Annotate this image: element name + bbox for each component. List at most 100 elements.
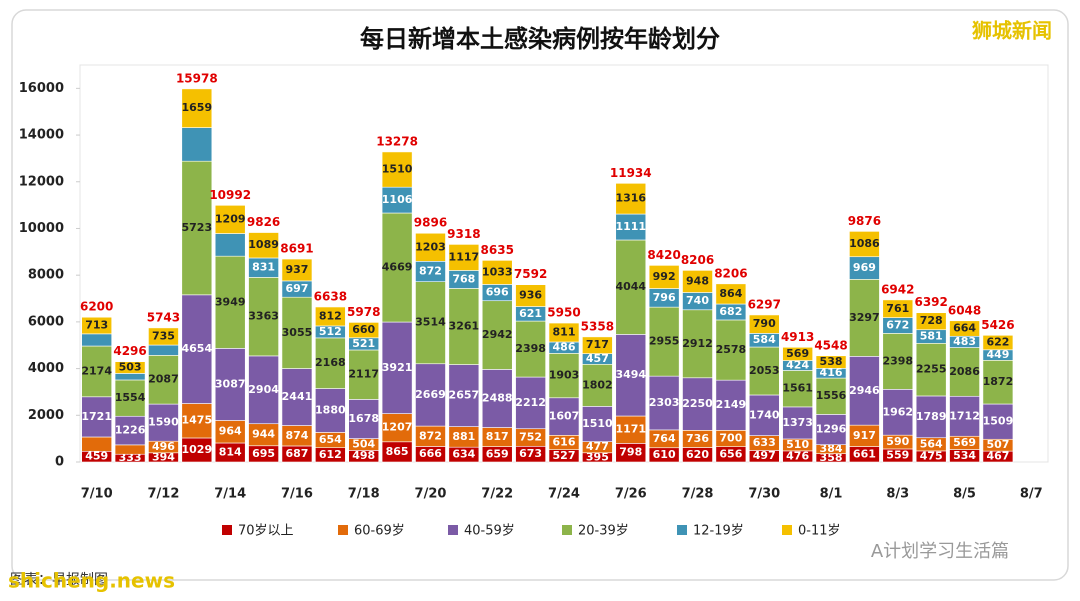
data-label: 1962 bbox=[882, 405, 913, 418]
y-tick-label: 0 bbox=[55, 455, 64, 470]
data-label: 1712 bbox=[949, 409, 980, 422]
bar-segment bbox=[748, 346, 780, 396]
bar-segment bbox=[682, 270, 713, 293]
bar-segment bbox=[381, 151, 413, 188]
bar-segment bbox=[582, 363, 613, 407]
account-watermark: A计划学习生活篇 bbox=[871, 541, 1009, 562]
legend-swatch bbox=[782, 525, 792, 535]
data-label: 2168 bbox=[315, 356, 346, 369]
data-label: 1086 bbox=[849, 237, 880, 250]
data-label: 3055 bbox=[282, 326, 313, 339]
data-label: 2053 bbox=[749, 364, 780, 377]
bar-segment bbox=[81, 396, 113, 438]
bar-segment bbox=[214, 348, 246, 421]
bar-segment bbox=[315, 388, 346, 433]
legend-swatch bbox=[338, 525, 348, 535]
bar-segment bbox=[815, 355, 847, 369]
bar-segment bbox=[181, 127, 213, 162]
x-tick-label: 7/20 bbox=[415, 487, 447, 502]
data-label: 2904 bbox=[248, 383, 279, 396]
data-label: 457 bbox=[586, 352, 609, 365]
bar-segment bbox=[815, 414, 847, 445]
data-label: 717 bbox=[586, 338, 609, 351]
bar-segment bbox=[682, 309, 713, 379]
data-label: 1207 bbox=[382, 421, 413, 434]
bar-segment bbox=[281, 296, 313, 369]
data-label: 831 bbox=[252, 261, 275, 274]
bar-segment bbox=[648, 375, 680, 431]
data-label: 1607 bbox=[549, 410, 580, 423]
total-label: 9318 bbox=[447, 227, 480, 241]
data-label: 735 bbox=[152, 329, 175, 342]
data-label: 634 bbox=[452, 448, 475, 461]
data-label: 1117 bbox=[449, 250, 480, 263]
data-label: 3297 bbox=[849, 311, 880, 324]
data-label: 948 bbox=[686, 274, 709, 287]
total-label: 6392 bbox=[914, 295, 947, 309]
bar-segment bbox=[148, 327, 179, 346]
total-label: 6048 bbox=[948, 303, 981, 317]
data-label: 510 bbox=[786, 438, 809, 451]
x-tick-label: 7/14 bbox=[214, 487, 246, 502]
bar-segment bbox=[915, 395, 947, 439]
y-tick-label: 14000 bbox=[19, 128, 64, 143]
bar-segment bbox=[648, 306, 680, 377]
data-label: 764 bbox=[653, 432, 676, 445]
total-label: 11934 bbox=[610, 166, 652, 180]
data-label: 700 bbox=[719, 432, 742, 445]
x-tick-label: 7/12 bbox=[148, 487, 180, 502]
total-label: 13278 bbox=[376, 134, 418, 148]
data-label: 1554 bbox=[115, 391, 146, 404]
data-label: 612 bbox=[319, 448, 342, 461]
data-label: 1903 bbox=[549, 369, 580, 382]
bar-segment bbox=[815, 377, 847, 415]
bar-segment bbox=[181, 160, 213, 296]
data-label: 659 bbox=[486, 447, 509, 460]
data-label: 2250 bbox=[682, 397, 713, 410]
data-label: 590 bbox=[886, 435, 909, 448]
data-label: 527 bbox=[553, 449, 576, 462]
data-label: 1106 bbox=[382, 193, 413, 206]
total-label: 8420 bbox=[647, 248, 680, 262]
data-label: 424 bbox=[786, 359, 809, 372]
bar-segment bbox=[381, 212, 413, 323]
bar-segment bbox=[982, 334, 1014, 351]
data-label: 4044 bbox=[615, 280, 646, 293]
data-label: 872 bbox=[419, 429, 442, 442]
bar-segment bbox=[515, 320, 546, 378]
bar-segment bbox=[615, 334, 647, 417]
data-label: 814 bbox=[219, 445, 242, 458]
data-label: 2398 bbox=[515, 342, 546, 355]
x-tick-label: 7/28 bbox=[682, 487, 714, 502]
data-label: 1802 bbox=[582, 378, 613, 391]
legend-label: 40-59岁 bbox=[464, 524, 515, 539]
x-tick-label: 8/3 bbox=[886, 487, 909, 502]
data-label: 569 bbox=[953, 436, 976, 449]
legend-label: 12-19岁 bbox=[693, 524, 744, 539]
data-label: 1089 bbox=[248, 238, 279, 251]
data-label: 1880 bbox=[315, 403, 346, 416]
total-label: 5426 bbox=[981, 318, 1014, 332]
bar-segment bbox=[148, 355, 179, 405]
data-label: 2086 bbox=[949, 365, 980, 378]
data-label: 395 bbox=[586, 450, 609, 463]
data-label: 477 bbox=[586, 440, 609, 453]
bar-segment bbox=[715, 283, 747, 305]
data-label: 4654 bbox=[182, 342, 213, 355]
data-label: 3949 bbox=[215, 295, 246, 308]
data-label: 2955 bbox=[649, 335, 680, 348]
data-label: 944 bbox=[252, 428, 275, 441]
bar-segment bbox=[281, 258, 313, 282]
data-label: 664 bbox=[953, 322, 976, 335]
data-label: 475 bbox=[920, 449, 943, 462]
data-label: 467 bbox=[986, 450, 1009, 463]
total-label: 9896 bbox=[414, 216, 447, 230]
x-tick-label: 8/5 bbox=[953, 487, 976, 502]
bar-segment bbox=[214, 233, 246, 257]
data-label: 864 bbox=[719, 287, 742, 300]
data-label: 673 bbox=[519, 447, 542, 460]
x-tick-label: 7/18 bbox=[348, 487, 380, 502]
data-label: 752 bbox=[519, 431, 542, 444]
bar-segment bbox=[148, 403, 179, 442]
bar-segment bbox=[849, 231, 880, 258]
